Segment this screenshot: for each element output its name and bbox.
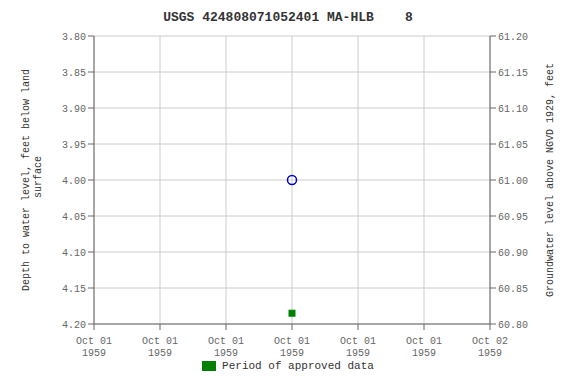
svg-text:61.05: 61.05: [498, 140, 528, 151]
svg-text:61.15: 61.15: [498, 68, 528, 79]
svg-text:Groundwater level above NGVD 1: Groundwater level above NGVD 1929, feet: [545, 63, 556, 297]
svg-text:60.85: 60.85: [498, 284, 528, 295]
svg-text:Oct 011959: Oct 011959: [274, 336, 310, 359]
svg-text:3.90: 3.90: [62, 104, 86, 115]
svg-text:4.15: 4.15: [62, 284, 86, 295]
svg-text:Oct 011959: Oct 011959: [406, 336, 442, 359]
svg-text:61.00: 61.00: [498, 176, 528, 187]
html-text:USGS 424808071052401 MA-HLB 8: USGS 424808071052401 MA-HLB 8: [163, 10, 413, 25]
svg-text:3.95: 3.95: [62, 140, 86, 151]
svg-text:4.05: 4.05: [62, 212, 86, 223]
svg-text:Depth to water level, feet bel: Depth to water level, feet below land: [21, 69, 32, 291]
svg-text:Oct 021959: Oct 021959: [472, 336, 508, 359]
svg-text:60.95: 60.95: [498, 212, 528, 223]
svg-text:60.80: 60.80: [498, 320, 528, 331]
svg-text:Oct 011959: Oct 011959: [208, 336, 244, 359]
svg-text:3.80: 3.80: [62, 32, 86, 43]
svg-text:60.90: 60.90: [498, 248, 528, 259]
svg-text:Oct 011959: Oct 011959: [142, 336, 178, 359]
svg-text:surface: surface: [33, 156, 44, 204]
svg-text:61.10: 61.10: [498, 104, 528, 115]
html-text:Period of approved data: Period of approved data: [222, 360, 374, 372]
svg-text:4.10: 4.10: [62, 248, 86, 259]
svg-text:Oct 011959: Oct 011959: [76, 336, 112, 359]
svg-text:61.20: 61.20: [498, 32, 528, 43]
svg-text:4.20: 4.20: [62, 320, 86, 331]
svg-text:3.85: 3.85: [62, 68, 86, 79]
svg-text:4.00: 4.00: [62, 176, 86, 187]
svg-text:Oct 011959: Oct 011959: [340, 336, 376, 359]
